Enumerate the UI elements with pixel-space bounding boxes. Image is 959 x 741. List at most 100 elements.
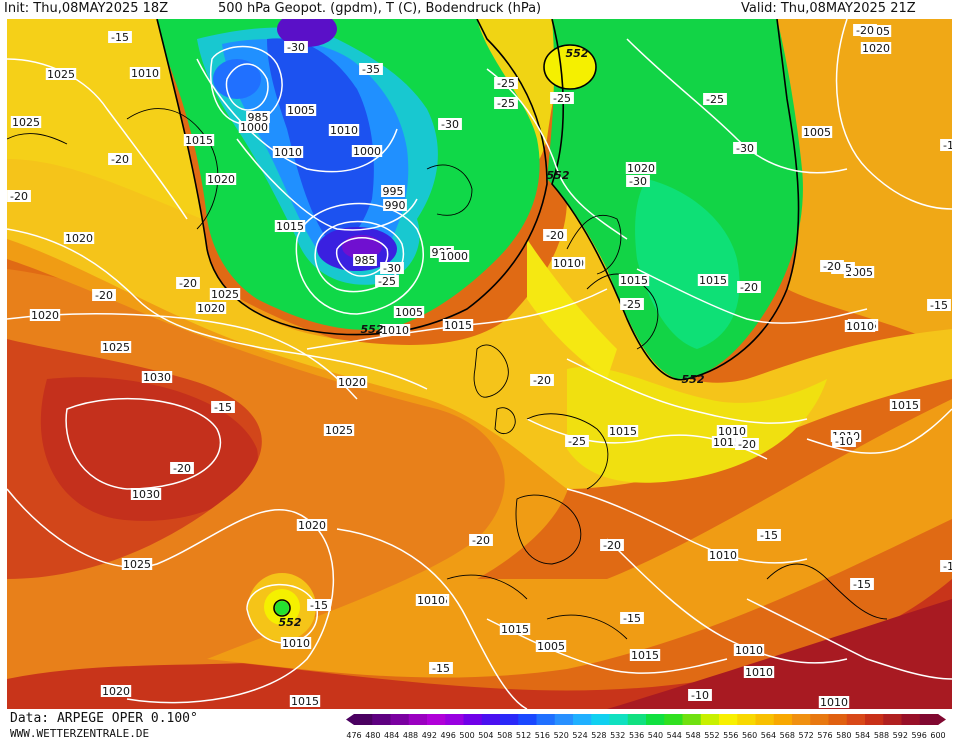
pressure-label: 1020 bbox=[627, 162, 655, 175]
temperature-label-layer: -15-30-35-25-25-30-30-25-20-20-20-20-30-… bbox=[7, 24, 952, 702]
colorbar-tick-label: 500 bbox=[459, 731, 474, 740]
pressure-label-box bbox=[272, 146, 304, 158]
colorbar-swatch bbox=[682, 714, 702, 725]
colorbar-right-arrow bbox=[938, 714, 946, 725]
coastlines bbox=[7, 108, 888, 640]
temperature-label: -15 bbox=[943, 139, 952, 152]
colorbar-left-arrow bbox=[346, 714, 354, 725]
temperature-label-box bbox=[469, 534, 493, 546]
temperature-label: -25 bbox=[497, 77, 515, 90]
temperature-label-box bbox=[494, 97, 518, 109]
temperature-label-box bbox=[438, 118, 462, 130]
pressure-label: 985 bbox=[248, 111, 269, 124]
colorbar-swatch bbox=[554, 714, 574, 725]
pressure-label-box bbox=[801, 126, 833, 138]
pressure-label-box bbox=[280, 637, 312, 649]
colorbar-tick-label: 516 bbox=[535, 731, 550, 740]
temperature-label: -10 bbox=[691, 689, 709, 702]
pressure-label-box bbox=[285, 104, 317, 116]
pressure-label: 1020 bbox=[207, 173, 235, 186]
colorbar-tick-label: 520 bbox=[554, 731, 569, 740]
temperature-label: -20 bbox=[740, 281, 758, 294]
temperature-label-box bbox=[108, 153, 132, 165]
pressure-label: 1025 bbox=[211, 288, 239, 301]
colorbar-swatch bbox=[664, 714, 683, 725]
colorbar-tick-label: 596 bbox=[912, 731, 927, 740]
pressure-label-box bbox=[844, 320, 876, 332]
colorbar-tick-label: 544 bbox=[667, 731, 682, 740]
pressure-label: 1020 bbox=[298, 519, 326, 532]
temperature-label-box bbox=[494, 77, 518, 89]
weather-map: 1005102510101025101510101020102098510001… bbox=[7, 19, 952, 709]
pressure-label: 1015 bbox=[699, 274, 727, 287]
pressure-label: 1015 bbox=[185, 134, 213, 147]
pressure-label-box bbox=[45, 68, 77, 80]
colorbar-tick-label: 504 bbox=[478, 731, 493, 740]
temperature-label-box bbox=[530, 374, 554, 386]
pressure-label-box bbox=[733, 644, 765, 656]
pressure-label: 1005 bbox=[395, 306, 423, 319]
pressure-label-box bbox=[296, 519, 328, 531]
pressure-label: 1000 bbox=[440, 250, 468, 263]
temperature-label: -20 bbox=[533, 374, 551, 387]
temperature-label-box bbox=[108, 31, 132, 43]
colorbar-swatch bbox=[390, 714, 410, 725]
pressure-label-box bbox=[274, 220, 306, 232]
colorbar-swatch bbox=[828, 714, 848, 725]
temperature-label: -20 bbox=[173, 462, 191, 475]
temperature-label: -25 bbox=[623, 298, 641, 311]
colorbar-swatch bbox=[883, 714, 902, 725]
colorbar-swatch bbox=[518, 714, 537, 725]
temperature-label-box bbox=[620, 612, 644, 624]
map-title: 500 hPa Geopot. (gpdm), T (C), Bodendruc… bbox=[218, 1, 542, 16]
temperature-label: -25 bbox=[568, 435, 586, 448]
pressure-label: 1000 bbox=[353, 145, 381, 158]
pressure-label-box bbox=[29, 309, 61, 321]
pressure-label-box bbox=[209, 288, 241, 300]
colorbar-tick-label: 480 bbox=[365, 731, 380, 740]
pressure-label: 1000 bbox=[240, 121, 268, 134]
pressure-label: 1015 bbox=[444, 319, 472, 332]
temperature-label-box bbox=[688, 689, 712, 701]
pressure-label-box bbox=[379, 324, 411, 336]
colorbar-swatch bbox=[865, 714, 884, 725]
pressure-label-box bbox=[246, 111, 270, 123]
pressure-label: 1020 bbox=[197, 302, 225, 315]
init-time-label: Init: Thu,08MAY2025 18Z bbox=[4, 1, 169, 16]
pressure-label: 1025 bbox=[12, 116, 40, 129]
pressure-label-box bbox=[438, 250, 470, 262]
pressure-label: 1015 bbox=[501, 623, 529, 636]
colorbar-tick-label: 564 bbox=[761, 731, 776, 740]
pressure-label: 1010 bbox=[709, 549, 737, 562]
pressure-label-box bbox=[707, 549, 739, 561]
pressure-label: 1010 bbox=[745, 666, 773, 679]
colorbar-tick-label: 476 bbox=[346, 731, 361, 740]
colorbar-tick-label: 588 bbox=[874, 731, 889, 740]
pressure-label-box bbox=[618, 274, 650, 286]
temperature-label-box bbox=[832, 435, 856, 447]
pressure-label-box bbox=[100, 341, 132, 353]
pressure-label-box bbox=[393, 306, 425, 318]
geopotential-label: 552 bbox=[279, 616, 302, 629]
pressure-label: 1030 bbox=[143, 371, 171, 384]
colorbar-tick-label: 536 bbox=[629, 731, 644, 740]
temperature-label: -15 bbox=[111, 31, 129, 44]
geopotential-label: 552 bbox=[547, 169, 570, 182]
pressure-label: 1010 bbox=[282, 637, 310, 650]
colorbar-swatch bbox=[846, 714, 866, 725]
colorbar-tick-label: 492 bbox=[422, 731, 437, 740]
temperature-label: -15 bbox=[214, 401, 232, 414]
temperature-label: -15 bbox=[310, 599, 328, 612]
pressure-label: 1025 bbox=[47, 68, 75, 81]
pressure-label: 1010 bbox=[381, 324, 409, 337]
temperature-label: -20 bbox=[111, 153, 129, 166]
temperature-label: -20 bbox=[472, 534, 490, 547]
colorbar-tick-label: 528 bbox=[591, 731, 606, 740]
pressure-label-box bbox=[818, 696, 850, 708]
color-fill-layer bbox=[7, 19, 952, 709]
colorbar-swatch bbox=[737, 714, 756, 725]
pressure-label-box bbox=[442, 319, 474, 331]
temperature-label-box bbox=[600, 539, 624, 551]
pressure-label-box bbox=[289, 695, 321, 707]
pressure-label-box bbox=[381, 185, 405, 197]
